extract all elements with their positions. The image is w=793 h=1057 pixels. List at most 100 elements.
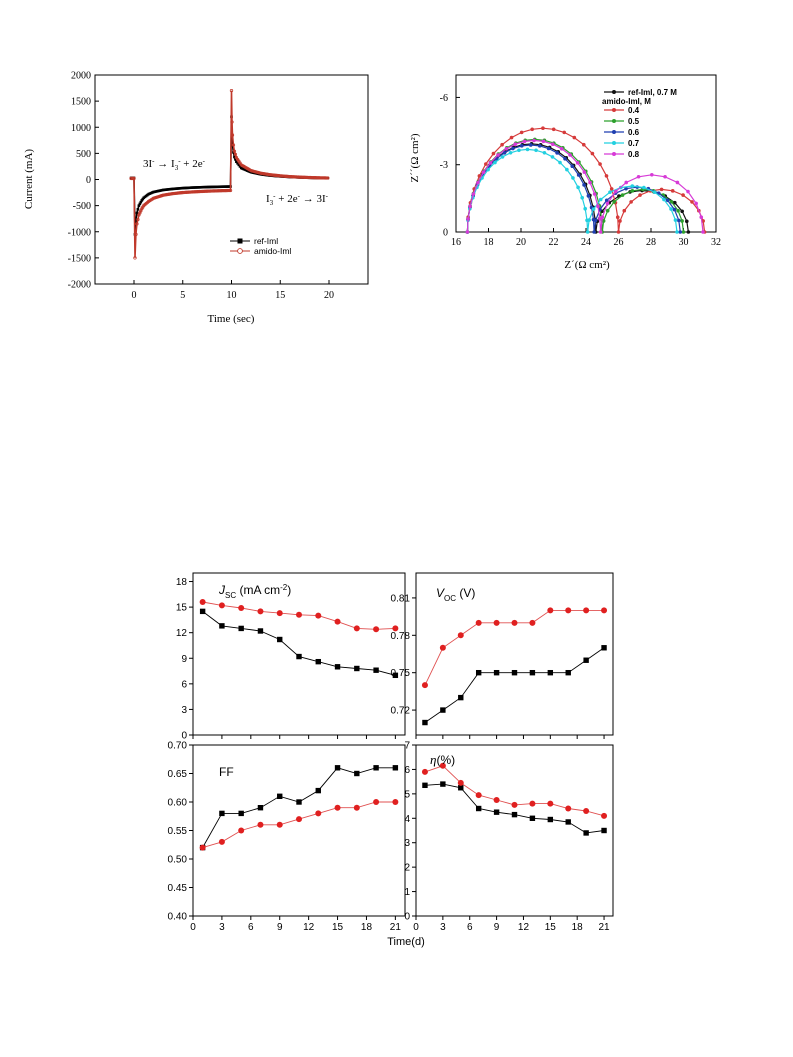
data-point — [257, 805, 264, 811]
data-point — [529, 669, 536, 676]
tick-group: 0.72 0.75 0.78 0.81 — [391, 593, 605, 739]
data-point — [672, 207, 677, 212]
label-rest: (mA cm — [236, 583, 280, 597]
legend-marker — [612, 152, 616, 156]
data-point — [484, 162, 488, 166]
data-point — [551, 127, 556, 132]
data-point — [591, 207, 596, 211]
x-tick-label: 21 — [390, 922, 402, 933]
data-point — [618, 219, 622, 223]
x-tick-label: 21 — [598, 922, 610, 933]
data-point — [229, 89, 234, 93]
data-point — [238, 827, 245, 834]
data-point — [592, 230, 596, 234]
data-point — [684, 219, 689, 224]
data-point — [525, 147, 530, 152]
legend-label: 0.5 — [628, 117, 640, 126]
data-point — [565, 167, 569, 172]
data-point — [296, 653, 302, 660]
data-point — [565, 819, 571, 825]
data-point — [373, 626, 380, 633]
data-point — [440, 781, 446, 787]
data-point — [570, 164, 575, 169]
data-point — [422, 782, 428, 789]
data-point — [690, 200, 694, 204]
data-point — [601, 607, 608, 614]
annotation-sub: 3 — [175, 164, 179, 172]
series-line-1 — [424, 765, 605, 817]
y-axis-label: Current (mA) — [23, 149, 35, 210]
data-point — [582, 183, 586, 187]
data-point — [581, 142, 586, 147]
annotation-sup: - — [178, 157, 181, 165]
data-point — [665, 198, 670, 203]
data-point — [559, 146, 564, 151]
x-axis-label: Time(d) — [387, 936, 424, 948]
data-point — [593, 218, 598, 223]
data-point — [221, 189, 225, 193]
data-point — [604, 198, 609, 203]
oxidation-annotation: 3I- → I3- + 2e- — [143, 157, 206, 172]
y-axis-label: Z´´(Ω cm²) — [409, 133, 421, 182]
data-point — [680, 209, 684, 214]
data-point — [225, 188, 229, 193]
y-tick-label: 3 — [181, 705, 187, 716]
series-line-0 — [202, 767, 396, 848]
data-point — [354, 665, 360, 672]
legend-label-ref: ref-Iml — [254, 236, 278, 246]
x-tick-label: 22 — [549, 237, 559, 248]
annotation-sup: - — [152, 157, 155, 165]
data-point — [296, 799, 302, 805]
data-point — [392, 765, 399, 771]
x-tick-label: 24 — [581, 237, 591, 248]
data-point — [663, 174, 667, 179]
data-point — [675, 230, 679, 234]
data-point — [613, 189, 618, 194]
data-point — [542, 150, 547, 155]
y-tick-label: 6 — [404, 765, 410, 776]
data-point — [232, 149, 237, 153]
label-sub: SC — [225, 591, 236, 600]
series-group — [465, 126, 707, 234]
y-tick-label: 2000 — [71, 71, 91, 82]
data-point — [136, 217, 140, 222]
data-point — [529, 800, 536, 807]
legend-marker-ref — [237, 238, 243, 244]
data-point — [681, 230, 686, 234]
data-point — [334, 804, 341, 811]
data-point — [315, 810, 322, 817]
x-tick-label: 6 — [467, 922, 473, 933]
data-point — [135, 222, 139, 226]
data-point — [137, 204, 141, 207]
data-point — [565, 669, 571, 676]
data-point — [686, 230, 691, 234]
y-tick-label: -500 — [73, 201, 91, 212]
data-point — [547, 669, 554, 676]
data-point — [373, 799, 380, 805]
shared-x-axis: 0 3 6 9 12 15 18 21 0 3 6 9 12 15 18 21 Time(d) — [190, 922, 610, 948]
data-point — [493, 619, 500, 626]
data-point — [218, 838, 225, 845]
data-point — [475, 669, 482, 676]
data-point — [638, 193, 642, 197]
annotation-sup: - — [326, 192, 329, 200]
data-point — [481, 170, 486, 174]
x-tick-label: 20 — [516, 237, 526, 248]
data-point — [138, 202, 142, 206]
data-point — [550, 155, 555, 159]
data-point — [134, 232, 138, 237]
legend-label: 0.4 — [628, 106, 640, 115]
data-point — [583, 807, 590, 814]
data-point — [598, 197, 603, 202]
annotation-sup: - — [298, 192, 301, 200]
series-group — [421, 762, 608, 836]
y-tick-label: 12 — [176, 628, 188, 639]
tick-group: 0 3 6 9 12 15 18 21 0 3 6 9 12 15 18 21 — [190, 922, 610, 933]
data-point — [701, 230, 705, 234]
data-point — [588, 180, 592, 185]
series-line-0 — [424, 783, 605, 834]
data-point — [465, 230, 470, 234]
data-point — [519, 130, 524, 135]
tick-group: 2000 1500 1000 500 0 -500 -1000 -1500 -2000 0 5 10 1… — [68, 71, 334, 302]
annotation-sub: 3 — [270, 199, 274, 207]
